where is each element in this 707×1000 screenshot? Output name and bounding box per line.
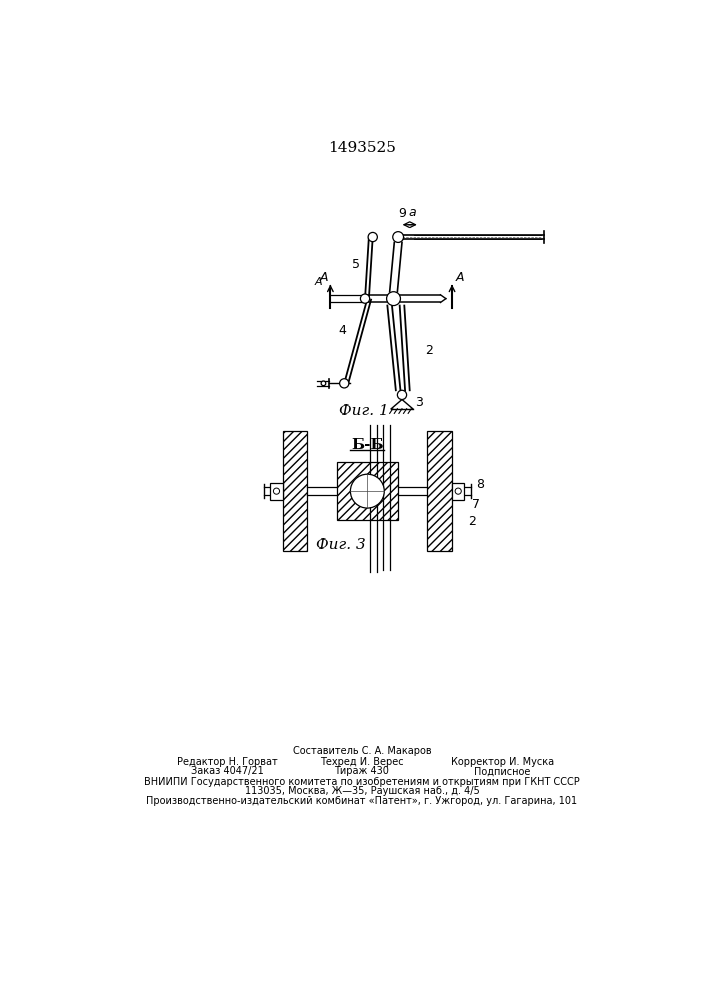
Text: Техред И. Верес: Техред И. Верес bbox=[320, 757, 404, 767]
Text: 9: 9 bbox=[398, 207, 406, 220]
Bar bbox=[337, 462, 398, 520]
Text: A: A bbox=[314, 277, 322, 287]
Text: Б-Б: Б-Б bbox=[351, 438, 384, 452]
Circle shape bbox=[339, 379, 349, 388]
Text: Тираж 430: Тираж 430 bbox=[334, 766, 390, 776]
Circle shape bbox=[361, 294, 370, 303]
Circle shape bbox=[397, 390, 407, 400]
Text: 2: 2 bbox=[468, 515, 476, 528]
Text: 113035, Москва, Ж—35, Раушская наб., д. 4/5: 113035, Москва, Ж—35, Раушская наб., д. … bbox=[245, 786, 479, 796]
Circle shape bbox=[455, 488, 461, 494]
Bar bbox=[283, 431, 308, 551]
Text: Составитель С. А. Макаров: Составитель С. А. Макаров bbox=[293, 746, 431, 756]
Text: a: a bbox=[408, 206, 416, 219]
Text: ВНИИПИ Государственного комитета по изобретениям и открытиям при ГКНТ СССР: ВНИИПИ Государственного комитета по изоб… bbox=[144, 777, 580, 787]
Text: Производственно-издательский комбинат «Патент», г. Ужгород, ул. Гагарина, 101: Производственно-издательский комбинат «П… bbox=[146, 796, 578, 806]
Text: Подписное: Подписное bbox=[474, 766, 530, 776]
Text: Корректор И. Муска: Корректор И. Муска bbox=[450, 757, 554, 767]
Text: 3: 3 bbox=[415, 396, 423, 409]
Bar bbox=[452, 483, 464, 500]
Text: Заказ 4047/21: Заказ 4047/21 bbox=[191, 766, 264, 776]
Text: 1493525: 1493525 bbox=[328, 141, 396, 155]
Circle shape bbox=[387, 292, 400, 306]
Text: 4: 4 bbox=[338, 324, 346, 337]
Bar bbox=[428, 431, 452, 551]
Text: A: A bbox=[455, 271, 464, 284]
Text: Фиг. 1: Фиг. 1 bbox=[339, 404, 388, 418]
Bar bbox=[270, 483, 283, 500]
Circle shape bbox=[274, 488, 279, 494]
Text: 7: 7 bbox=[472, 498, 480, 512]
Text: 8: 8 bbox=[476, 478, 484, 491]
Text: Редактор Н. Горват: Редактор Н. Горват bbox=[177, 757, 278, 767]
Text: Фиг. 3: Фиг. 3 bbox=[315, 538, 366, 552]
Circle shape bbox=[393, 232, 404, 242]
Text: A: A bbox=[320, 271, 329, 284]
Text: 5: 5 bbox=[352, 258, 360, 271]
Text: 2: 2 bbox=[425, 344, 433, 358]
Circle shape bbox=[351, 474, 385, 508]
Circle shape bbox=[368, 232, 378, 242]
Circle shape bbox=[321, 381, 326, 386]
